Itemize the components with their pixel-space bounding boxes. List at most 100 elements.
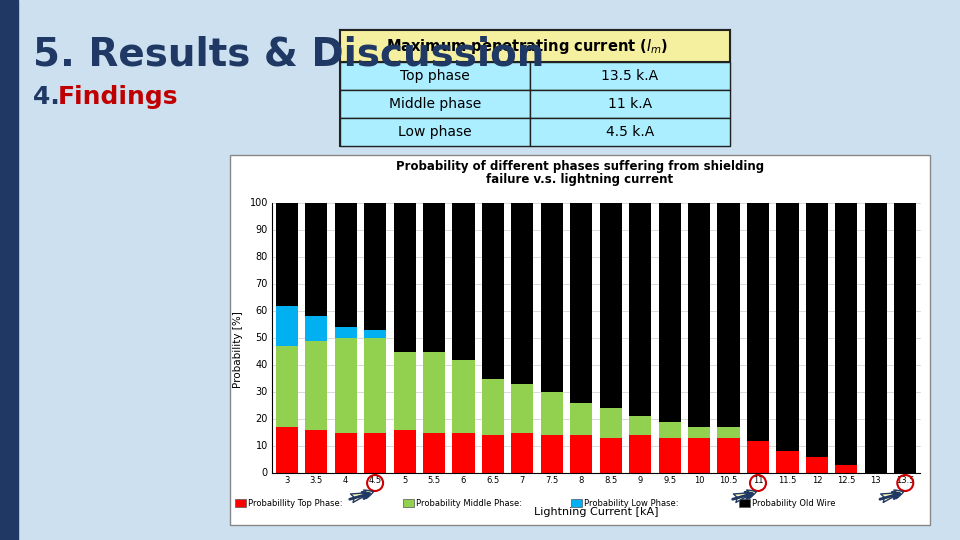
Text: 3.5: 3.5 [309, 476, 323, 485]
Text: 12: 12 [811, 476, 822, 485]
Bar [570, 203, 592, 403]
Text: 50: 50 [255, 333, 268, 343]
Bar [865, 203, 887, 473]
Bar [394, 430, 416, 473]
Bar [512, 384, 534, 433]
Bar [335, 338, 357, 433]
Text: 5.5: 5.5 [427, 476, 441, 485]
Text: 4: 4 [343, 476, 348, 485]
Text: 9: 9 [637, 476, 643, 485]
Bar [482, 379, 504, 435]
Bar [340, 90, 530, 118]
Text: 13.5 k.A: 13.5 k.A [601, 69, 659, 83]
Bar [540, 203, 563, 392]
Bar [394, 203, 416, 352]
Bar [600, 203, 622, 408]
Text: Probability Middle Phase:: Probability Middle Phase: [416, 498, 522, 508]
Bar [629, 203, 651, 416]
Bar [276, 346, 298, 427]
Bar [540, 392, 563, 435]
Text: Probability Old Wire: Probability Old Wire [752, 498, 835, 508]
Bar [305, 203, 327, 316]
Bar [570, 435, 592, 473]
Text: Probabillity Top Phase:: Probabillity Top Phase: [248, 498, 343, 508]
Text: 12.5: 12.5 [837, 476, 855, 485]
Bar [276, 427, 298, 473]
Bar [717, 427, 739, 438]
Bar [659, 438, 681, 473]
Text: 8: 8 [579, 476, 584, 485]
Bar [276, 203, 298, 306]
Text: 10: 10 [255, 441, 268, 451]
Bar [364, 338, 386, 433]
Bar [600, 438, 622, 473]
Bar [894, 203, 916, 473]
Bar [482, 203, 504, 379]
Text: Low phase: Low phase [398, 125, 471, 139]
Bar [530, 62, 730, 90]
Bar [340, 30, 730, 146]
Bar [0, 0, 18, 540]
Text: 5. Results & Discussion: 5. Results & Discussion [33, 35, 544, 73]
Text: 13.5: 13.5 [896, 476, 915, 485]
Text: 20: 20 [255, 414, 268, 424]
Bar [305, 316, 327, 341]
Text: 4.5: 4.5 [369, 476, 382, 485]
Bar [717, 438, 739, 473]
Text: 70: 70 [255, 279, 268, 289]
Bar [276, 306, 298, 346]
Text: 100: 100 [250, 198, 268, 208]
Text: Findings: Findings [58, 85, 179, 109]
Bar [530, 90, 730, 118]
Text: 5: 5 [402, 476, 407, 485]
Bar [717, 203, 739, 427]
Bar [482, 435, 504, 473]
Bar [423, 433, 445, 473]
Bar [235, 499, 246, 507]
Bar [570, 403, 592, 435]
Bar [571, 499, 582, 507]
Text: 3: 3 [284, 476, 289, 485]
Bar [688, 203, 710, 427]
Bar [335, 327, 357, 338]
Bar [747, 203, 769, 441]
Text: Lightning Current [kA]: Lightning Current [kA] [534, 507, 659, 517]
Bar [423, 352, 445, 433]
Bar [364, 203, 386, 330]
Bar [364, 330, 386, 338]
Text: 7.5: 7.5 [545, 476, 559, 485]
Text: 8.5: 8.5 [604, 476, 617, 485]
Bar [403, 499, 414, 507]
Text: 4.: 4. [33, 85, 68, 109]
Bar [835, 465, 857, 473]
Bar [423, 203, 445, 352]
Text: 30: 30 [255, 387, 268, 397]
Text: 9.5: 9.5 [663, 476, 676, 485]
Text: Maximum penetrating current ($\mathit{I_m}$): Maximum penetrating current ($\mathit{I_… [386, 37, 668, 56]
Bar [512, 203, 534, 384]
Bar [394, 352, 416, 430]
Bar [530, 118, 730, 146]
Bar [747, 441, 769, 473]
Bar [340, 30, 730, 62]
Text: failure v.s. lightning current: failure v.s. lightning current [487, 173, 674, 186]
Text: 90: 90 [255, 225, 268, 235]
Text: 0: 0 [262, 468, 268, 478]
Bar [659, 203, 681, 422]
Text: 80: 80 [255, 252, 268, 262]
Text: Middle phase: Middle phase [389, 97, 481, 111]
Text: 6: 6 [461, 476, 467, 485]
Text: 10.5: 10.5 [719, 476, 737, 485]
Text: 4.5 k.A: 4.5 k.A [606, 125, 654, 139]
Bar [335, 433, 357, 473]
Text: 40: 40 [255, 360, 268, 370]
Text: 11 k.A: 11 k.A [608, 97, 652, 111]
Bar [340, 62, 530, 90]
Text: Probability of different phases suffering from shielding: Probability of different phases sufferin… [396, 160, 764, 173]
Bar [452, 203, 474, 360]
Bar [230, 155, 930, 525]
Text: 10: 10 [694, 476, 705, 485]
Bar [805, 457, 828, 473]
Text: Top phase: Top phase [400, 69, 469, 83]
Bar [452, 433, 474, 473]
